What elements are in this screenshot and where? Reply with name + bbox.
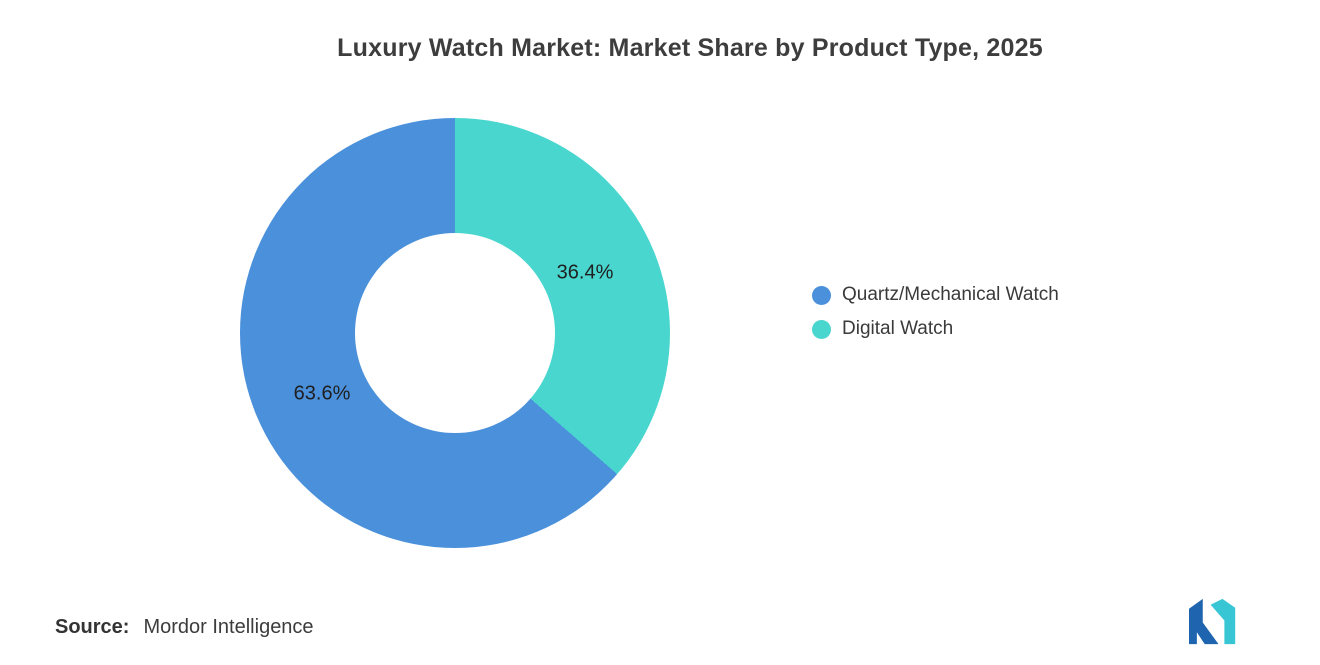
chart-title: Luxury Watch Market: Market Share by Pro… (337, 34, 1043, 62)
segment-label-quartz-mechanical: 63.6% (293, 382, 351, 405)
legend-item-digital: Digital Watch (812, 318, 1059, 340)
legend-label-digital: Digital Watch (842, 318, 954, 339)
segment-label-digital: 36.4% (556, 261, 614, 284)
mordor-logo-mark (1189, 598, 1236, 645)
donut-chart-area: 63.6% 36.4% (240, 118, 670, 548)
source-text: Mordor Intelligence (143, 616, 314, 638)
legend-label-quartz-mechanical: Quartz/Mechanical Watch (842, 284, 1059, 305)
legend-swatch-quartz-mechanical (812, 285, 831, 305)
legend-item-quartz-mechanical: Quartz/Mechanical Watch (812, 284, 1059, 306)
mordor-intelligence-logo (1189, 598, 1246, 645)
donut-hole (355, 233, 555, 433)
legend-swatch-digital (812, 319, 831, 339)
legend: Quartz/Mechanical Watch Digital Watch (812, 284, 1059, 340)
source-line: Source: Mordor Intelligence (55, 616, 314, 639)
source-label: Source: (55, 616, 130, 638)
